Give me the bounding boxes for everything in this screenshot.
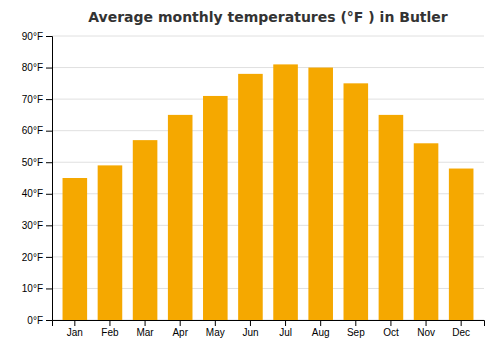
tick-label: 20°F bbox=[22, 252, 43, 263]
tick-mark bbox=[46, 99, 52, 100]
tick: Feb bbox=[101, 320, 119, 338]
tick: 30°F bbox=[22, 220, 52, 231]
bar bbox=[168, 115, 193, 320]
tick-label: Jul bbox=[279, 327, 292, 338]
tick: 80°F bbox=[22, 62, 52, 73]
grid-line bbox=[52, 67, 484, 68]
tick-mark bbox=[180, 320, 181, 326]
tick: Jan bbox=[67, 320, 83, 338]
tick-label: Jun bbox=[242, 327, 258, 338]
bar bbox=[379, 115, 404, 320]
tick-label: 80°F bbox=[22, 62, 43, 73]
tick-label: 10°F bbox=[22, 283, 43, 294]
tick-mark bbox=[145, 320, 146, 326]
tick-mark bbox=[215, 320, 216, 326]
bar bbox=[449, 169, 474, 320]
tick: 90°F bbox=[22, 31, 52, 42]
tick: Jul bbox=[279, 320, 292, 338]
tick: Sep bbox=[347, 320, 365, 338]
tick: 40°F bbox=[22, 188, 52, 199]
tick-mark bbox=[46, 257, 52, 258]
tick: Aug bbox=[312, 320, 330, 338]
bar bbox=[133, 140, 158, 320]
tick-mark bbox=[250, 320, 251, 326]
tick-mark bbox=[74, 320, 75, 326]
tick: Dec bbox=[452, 320, 470, 338]
tick-mark bbox=[46, 288, 52, 289]
tick-mark bbox=[355, 320, 356, 326]
tick-mark bbox=[46, 36, 52, 37]
bar bbox=[308, 68, 333, 320]
grid-line bbox=[52, 36, 484, 37]
tick: May bbox=[206, 320, 225, 338]
tick-label: Jan bbox=[67, 327, 83, 338]
tick-label: 40°F bbox=[22, 188, 43, 199]
tick-mark bbox=[46, 194, 52, 195]
tick-label: Oct bbox=[383, 327, 399, 338]
axis-line bbox=[53, 321, 485, 327]
bar bbox=[344, 83, 369, 320]
tick-label: Aug bbox=[312, 327, 330, 338]
tick-label: 60°F bbox=[22, 125, 43, 136]
tick: Jun bbox=[242, 320, 258, 338]
tick-label: 0°F bbox=[27, 315, 43, 326]
grid bbox=[52, 36, 484, 320]
tick-label: 70°F bbox=[22, 94, 43, 105]
tick: 20°F bbox=[22, 252, 52, 263]
bar bbox=[203, 96, 228, 320]
tick: 10°F bbox=[22, 283, 52, 294]
tick-mark bbox=[46, 131, 52, 132]
tick: 70°F bbox=[22, 94, 52, 105]
tick-label: Mar bbox=[136, 327, 154, 338]
bar bbox=[98, 165, 123, 320]
tick-mark bbox=[390, 320, 391, 326]
tick-label: 90°F bbox=[22, 31, 43, 42]
tick-mark bbox=[46, 320, 52, 321]
bar bbox=[414, 143, 439, 320]
tick-mark bbox=[46, 162, 52, 163]
tick-mark bbox=[109, 320, 110, 326]
tick: 60°F bbox=[22, 125, 52, 136]
tick-mark bbox=[426, 320, 427, 326]
y-axis: 0°F 10°F 20°F 30°F 40°F 50°F 60°F 70°F 80°F 90°F bbox=[22, 31, 53, 326]
bar bbox=[238, 74, 263, 320]
tick: Mar bbox=[136, 320, 154, 338]
bar bbox=[273, 64, 298, 320]
tick: Apr bbox=[172, 320, 188, 338]
tick-label: Sep bbox=[347, 327, 365, 338]
tick-label: Dec bbox=[452, 327, 470, 338]
tick: 50°F bbox=[22, 157, 52, 168]
grid-line bbox=[52, 99, 484, 100]
grid-line bbox=[52, 130, 484, 131]
tick-mark bbox=[320, 320, 321, 326]
tick: Oct bbox=[383, 320, 399, 338]
tick-label: 50°F bbox=[22, 157, 43, 168]
tick-label: May bbox=[206, 327, 225, 338]
axis-line bbox=[46, 37, 53, 321]
tick-label: Nov bbox=[417, 327, 435, 338]
tick: 0°F bbox=[27, 315, 52, 326]
bar bbox=[63, 178, 88, 320]
tick: Nov bbox=[417, 320, 435, 338]
tick-mark bbox=[285, 320, 286, 326]
title: Average monthly temperatures (°F ) in Bu… bbox=[88, 9, 448, 25]
tick-label: Feb bbox=[101, 327, 119, 338]
tick-mark bbox=[46, 225, 52, 226]
tick-mark bbox=[461, 320, 462, 326]
x-axis: Jan Feb Mar Apr May Jun Jul Aug Sep Oct Nov Dec bbox=[53, 320, 485, 338]
tick-mark bbox=[46, 68, 52, 69]
tick-label: Apr bbox=[172, 327, 188, 338]
bars bbox=[63, 64, 474, 320]
tick-label: 30°F bbox=[22, 220, 43, 231]
plot: 0°F 10°F 20°F 30°F 40°F 50°F 60°F 70°F 80°F 90°F J… bbox=[22, 31, 485, 338]
chart: 0°F 10°F 20°F 30°F 40°F 50°F 60°F 70°F 80°F 90°F J… bbox=[0, 0, 500, 350]
